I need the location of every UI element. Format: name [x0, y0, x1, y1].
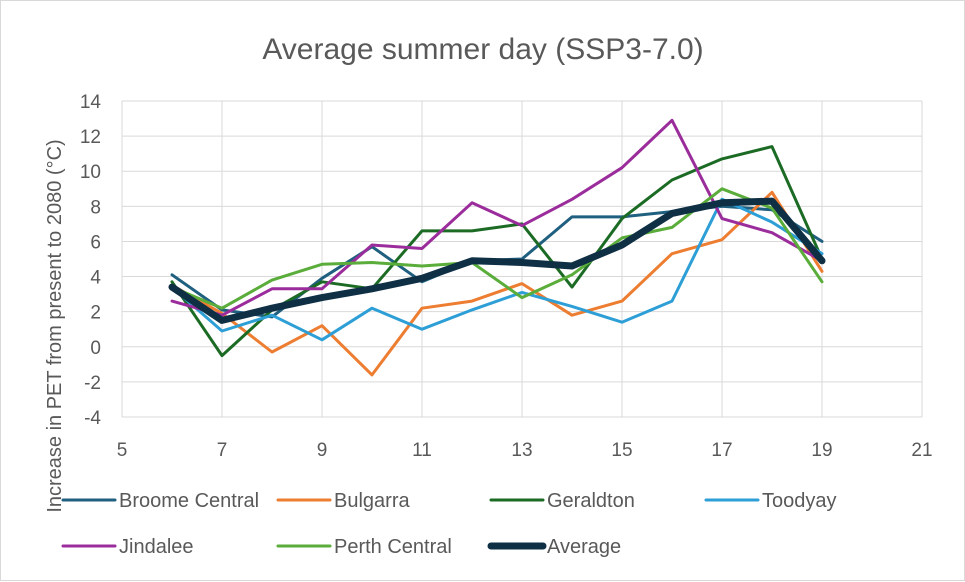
x-tick-label: 11	[412, 440, 432, 461]
legend: Broome Central Bulgarra Geraldton Toodyay Ji…	[61, 490, 837, 558]
y-tick-label: 8	[90, 197, 101, 218]
legend-item-perth-central: Perth Central	[276, 536, 452, 558]
x-tick-label: 5	[117, 440, 128, 461]
series-line-perth-central	[170, 187, 824, 310]
y-tick-label: -2	[84, 373, 101, 394]
y-tick-label: 6	[90, 232, 101, 253]
y-tick-label: 14	[80, 92, 102, 113]
series-line-average	[168, 197, 826, 324]
chart-title: Average summer day (SSP3-7.0)	[262, 33, 703, 66]
legend-label: Geraldton	[547, 490, 635, 512]
x-tick-label: 19	[811, 440, 832, 461]
series-line-geraldton	[170, 145, 824, 358]
legend-label: Broome Central	[119, 490, 259, 512]
series-line-bulgarra	[170, 190, 824, 377]
legend-label: Toodyay	[762, 490, 837, 512]
y-tick-label: 2	[90, 303, 101, 324]
y-axis-title: Increase in PET from present to 2080 (°C…	[44, 139, 66, 512]
y-tick-label: -4	[84, 408, 101, 429]
legend-label: Jindalee	[119, 536, 194, 558]
x-tick-label: 7	[217, 440, 228, 461]
legend-label: Bulgarra	[334, 490, 410, 512]
legend-label: Average	[547, 536, 621, 558]
legend-label: Perth Central	[334, 536, 452, 558]
legend-item-geraldton: Geraldton	[489, 490, 635, 512]
y-tick-label: 10	[80, 162, 101, 183]
x-tick-label: 17	[711, 440, 732, 461]
x-tick-label: 15	[611, 440, 632, 461]
series-line-jindalee	[170, 118, 824, 317]
y-tick-label: 12	[80, 127, 101, 148]
legend-item-jindalee: Jindalee	[61, 536, 194, 558]
legend-item-broome-central: Broome Central	[61, 490, 259, 512]
x-tick-label: 9	[317, 440, 328, 461]
legend-item-toodyay: Toodyay	[704, 490, 837, 512]
legend-item-average: Average	[487, 536, 621, 558]
y-tick-label: 0	[90, 338, 101, 359]
series-line-toodyay	[170, 197, 824, 342]
y-axis-ticks: -4 -2 0 2 4 6 8 10 12 14	[80, 92, 102, 429]
legend-item-bulgarra: Bulgarra	[276, 490, 410, 512]
y-tick-label: 4	[90, 268, 101, 289]
series-lines	[168, 118, 826, 377]
x-axis-ticks: 5 7 9 11 13 15 17 19 21	[117, 440, 933, 461]
x-tick-label: 13	[511, 440, 532, 461]
x-tick-label: 21	[911, 440, 932, 461]
